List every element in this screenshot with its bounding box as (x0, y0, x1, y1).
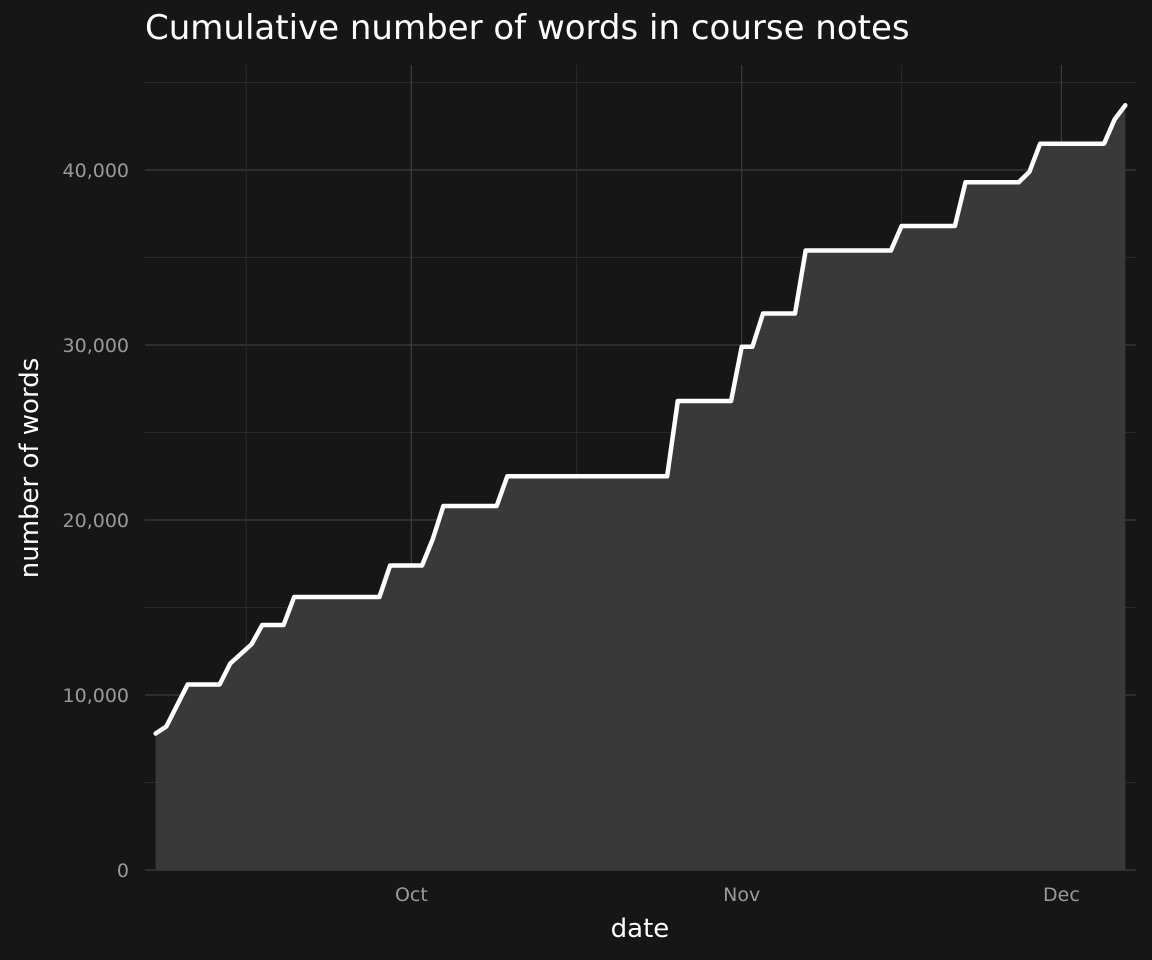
series-area (155, 105, 1126, 870)
y-axis-ticks: 0 10,000 20,000 30,000 40,000 (63, 160, 129, 882)
area-layer (155, 105, 1126, 870)
x-axis-ticks: Oct Nov Dec (395, 884, 1080, 906)
x-axis-title: date (611, 914, 670, 944)
x-tick-label: Nov (723, 884, 760, 906)
y-tick-label: 0 (117, 860, 129, 882)
series-line (153, 103, 1128, 736)
y-tick-label: 20,000 (63, 510, 129, 532)
x-tick-label: Oct (395, 884, 428, 906)
y-tick-label: 30,000 (63, 335, 129, 357)
chart-title: Cumulative number of words in course not… (145, 8, 910, 48)
y-axis-title: number of words (15, 358, 45, 579)
line-layer (153, 103, 1128, 736)
y-tick-label: 10,000 (63, 685, 129, 707)
x-tick-label: Dec (1043, 884, 1080, 906)
y-tick-label: 40,000 (63, 160, 129, 182)
